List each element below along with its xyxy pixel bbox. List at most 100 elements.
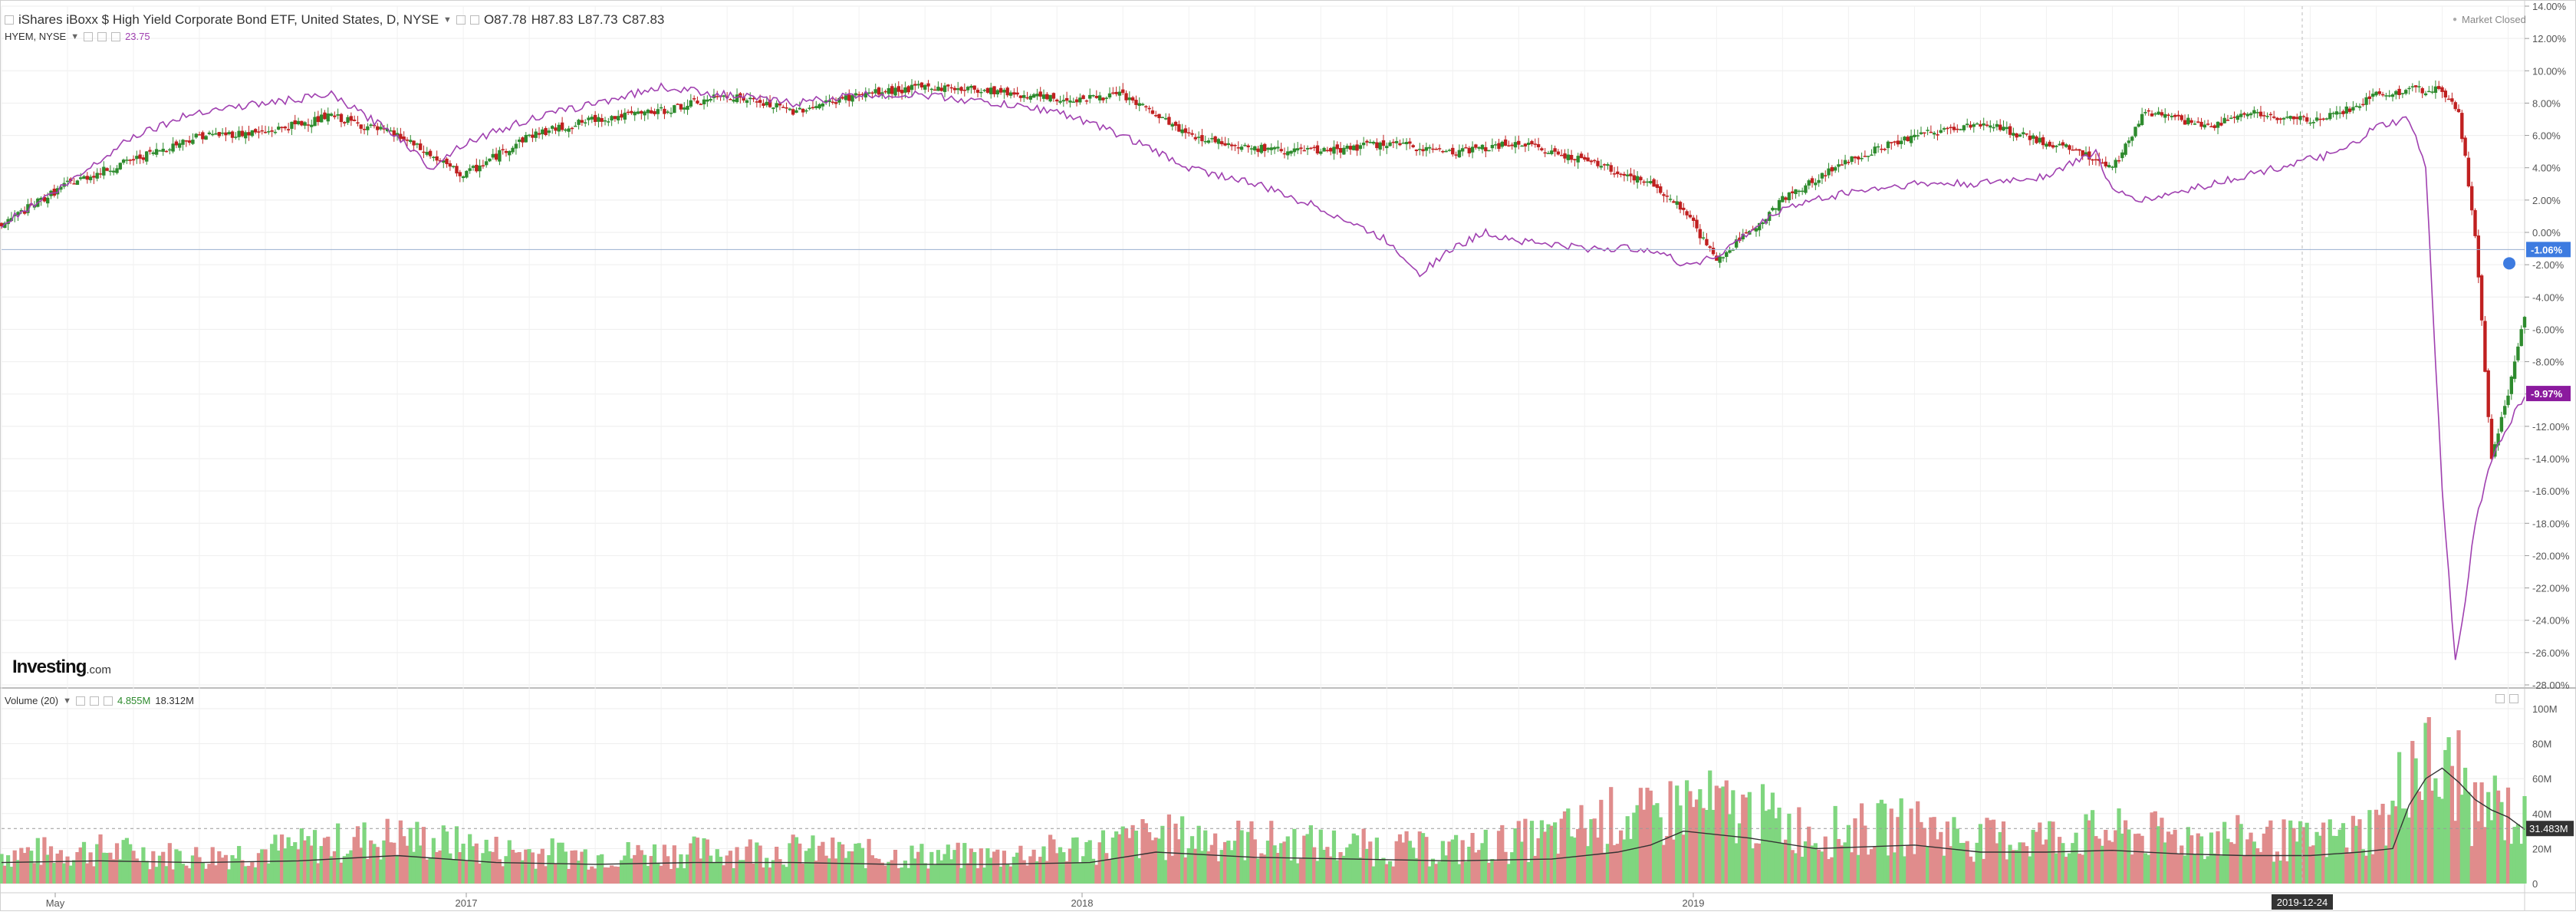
move-up-icon[interactable]: [2495, 694, 2505, 703]
volume-tick-label: 20M: [2532, 843, 2551, 854]
volume-bar: [662, 844, 667, 884]
candle-body: [1866, 156, 1870, 157]
volume-bar: [1447, 841, 1452, 884]
candle-body: [2512, 361, 2517, 379]
candle-body: [972, 85, 976, 90]
volume-bar: [1051, 839, 1056, 884]
y-tick-label: -18.00%: [2532, 518, 2570, 529]
volume-bar: [246, 865, 252, 884]
volume-bar: [560, 842, 564, 884]
volume-bar: [1836, 838, 1841, 884]
volume-bar: [583, 849, 587, 884]
candle-body: [2015, 133, 2018, 138]
volume-bar: [1638, 788, 1643, 884]
volume-bar: [1480, 843, 1485, 884]
candle-body: [1022, 95, 1026, 98]
candle-body: [656, 109, 660, 114]
candle-body: [969, 86, 973, 88]
volume-bar: [692, 836, 696, 884]
candle-body: [484, 161, 489, 166]
candle-body: [2479, 275, 2484, 321]
volume-bar: [2018, 842, 2022, 884]
y-tick-label: 12.00%: [2532, 33, 2567, 44]
volume-bar: [418, 845, 423, 884]
candle-body: [392, 130, 396, 136]
candle-body: [1378, 142, 1382, 150]
volume-bar: [1909, 808, 1913, 884]
volume-title[interactable]: Volume (20): [5, 695, 59, 706]
candle-body: [270, 130, 274, 132]
close-icon[interactable]: [103, 696, 113, 706]
volume-bar: [1381, 857, 1386, 884]
chevron-down-icon[interactable]: ▼: [63, 696, 71, 706]
volume-bar: [629, 858, 634, 884]
maximize-icon[interactable]: [2509, 694, 2518, 703]
volume-bar: [890, 860, 894, 884]
candle-body: [2430, 91, 2434, 93]
volume-bar: [860, 848, 865, 884]
settings-icon[interactable]: [84, 31, 94, 41]
candle-body: [1952, 127, 1956, 130]
close-icon[interactable]: [469, 15, 479, 25]
hide-icon[interactable]: [89, 696, 99, 706]
candle-body: [2071, 149, 2075, 151]
chart-title[interactable]: iShares iBoxx $ High Yield Corporate Bon…: [18, 12, 439, 27]
candle-body: [623, 112, 627, 120]
volume-bar: [1312, 847, 1317, 884]
volume-bar: [1539, 820, 1545, 884]
candle-body: [402, 136, 406, 140]
hide-icon[interactable]: [97, 31, 107, 41]
candle-body: [1665, 196, 1670, 197]
candle-body: [277, 127, 281, 130]
candle-body: [1695, 219, 1699, 229]
volume-bar: [369, 840, 373, 884]
candle-body: [2163, 114, 2167, 118]
candle-body: [13, 215, 17, 216]
candle-body: [1282, 153, 1287, 155]
candle-body: [296, 120, 301, 125]
candle-body: [2344, 106, 2348, 114]
candle-body: [1041, 94, 1046, 99]
volume-bar: [1526, 862, 1531, 884]
candle-body: [498, 150, 502, 162]
candle-body: [2081, 150, 2084, 157]
candle-body: [1134, 100, 1138, 105]
candle-body: [1368, 142, 1372, 143]
candle-body: [1662, 194, 1666, 196]
candle-body: [1295, 148, 1300, 151]
candle-body: [1183, 128, 1188, 133]
volume-bar: [1081, 856, 1086, 884]
candle-body: [527, 134, 531, 137]
volume-bar: [1754, 843, 1758, 884]
candle-body: [1140, 104, 1145, 106]
candle-body: [343, 122, 347, 123]
volume-bar: [1595, 838, 1601, 884]
volume-bar: [1520, 841, 1525, 884]
chevron-down-icon[interactable]: ▼: [443, 15, 452, 25]
volume-bar: [1232, 841, 1238, 884]
settings-icon[interactable]: [75, 696, 85, 706]
compare-symbol[interactable]: HYEM, NYSE: [5, 31, 67, 42]
candle-body: [1622, 173, 1627, 176]
candle-body: [913, 84, 917, 86]
volume-bar: [1025, 865, 1030, 884]
candle-body: [2519, 329, 2523, 347]
volume-bar: [1100, 830, 1106, 884]
volume-bar: [210, 847, 215, 884]
close-icon[interactable]: [111, 31, 121, 41]
settings-icon[interactable]: [456, 15, 466, 25]
candle-body: [827, 100, 831, 103]
y-tick-label: -20.00%: [2532, 550, 2570, 561]
chevron-down-icon[interactable]: ▼: [71, 31, 80, 41]
candle-body: [168, 149, 172, 151]
candle-body: [640, 110, 643, 114]
volume-bar: [1764, 811, 1768, 884]
candle-body: [1272, 146, 1277, 150]
collapse-icon[interactable]: [5, 15, 14, 25]
candle-body: [1061, 100, 1066, 102]
candle-body: [442, 160, 446, 163]
volume-bar: [1599, 799, 1604, 884]
candle-body: [689, 100, 693, 107]
